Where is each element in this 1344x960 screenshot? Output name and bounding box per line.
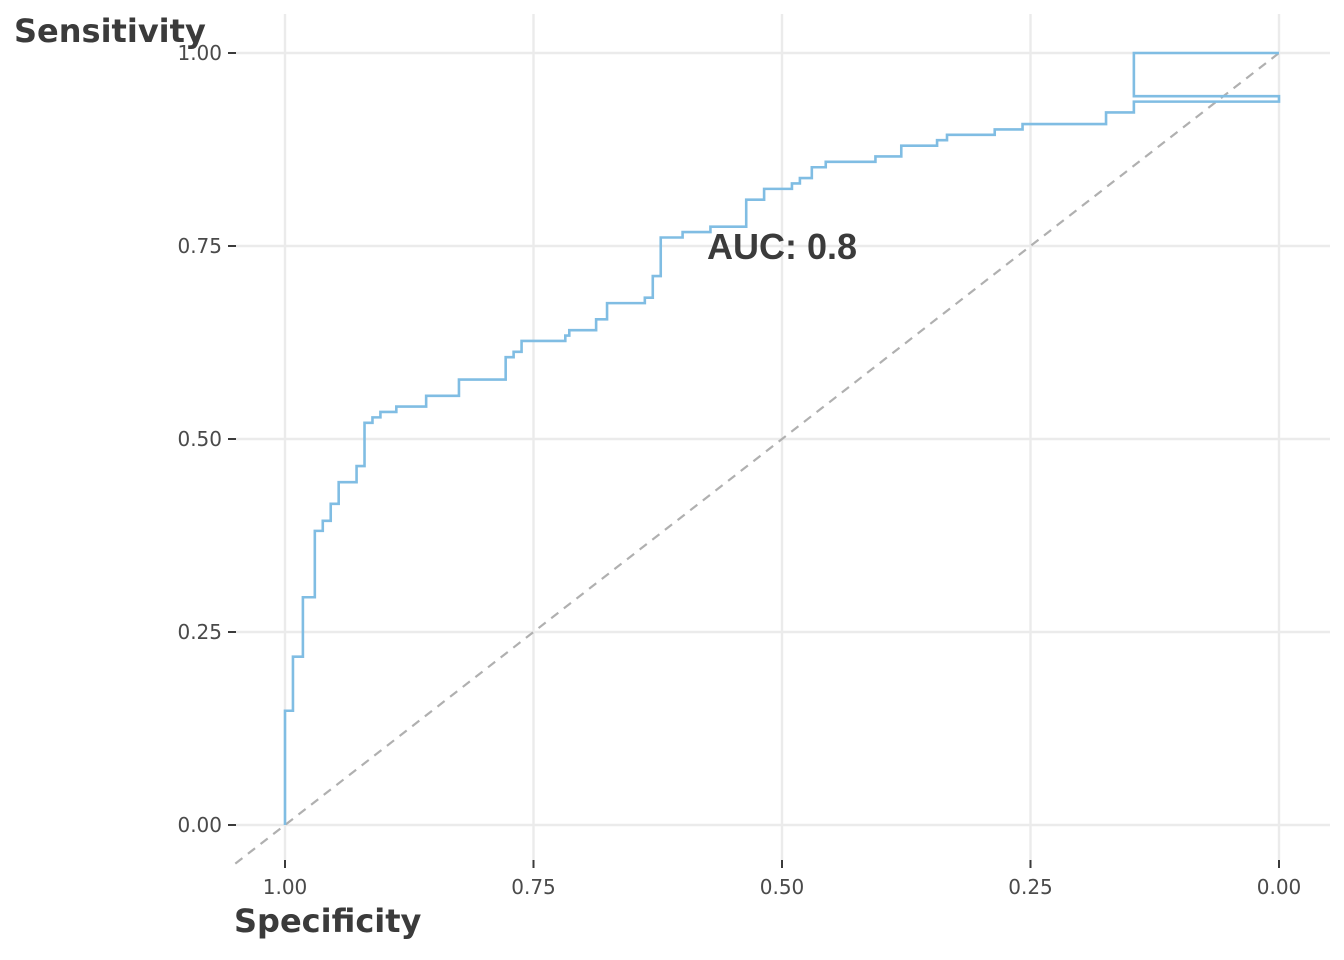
reference-diagonal-line xyxy=(234,48,1285,865)
y-tick-label: 0.50 xyxy=(177,427,222,451)
roc-curve-line xyxy=(283,51,1281,825)
auc-annotation: AUC: 0.8 xyxy=(707,226,857,267)
x-tick-label: 0.00 xyxy=(1257,875,1302,899)
x-tick-label: 0.50 xyxy=(760,875,805,899)
x-axis-title: Specificity xyxy=(234,902,422,940)
y-tick-label: 1.00 xyxy=(177,41,222,65)
x-tick-label: 1.00 xyxy=(263,875,308,899)
x-tick-label: 0.75 xyxy=(511,875,556,899)
y-tick-label: 0.00 xyxy=(177,813,222,837)
y-tick-label: 0.75 xyxy=(177,234,222,258)
reference-line-group xyxy=(234,48,1285,865)
y-tick-label: 0.25 xyxy=(177,620,222,644)
roc-series-group xyxy=(283,51,1281,825)
axis-ticks: 1.00 0.75 0.50 0.25 0.00 0.00 0.25 0.50 0.75 1.00 xyxy=(177,41,1301,899)
x-tick-label: 0.25 xyxy=(1008,875,1053,899)
y-axis-title: Sensitivity xyxy=(14,12,206,50)
